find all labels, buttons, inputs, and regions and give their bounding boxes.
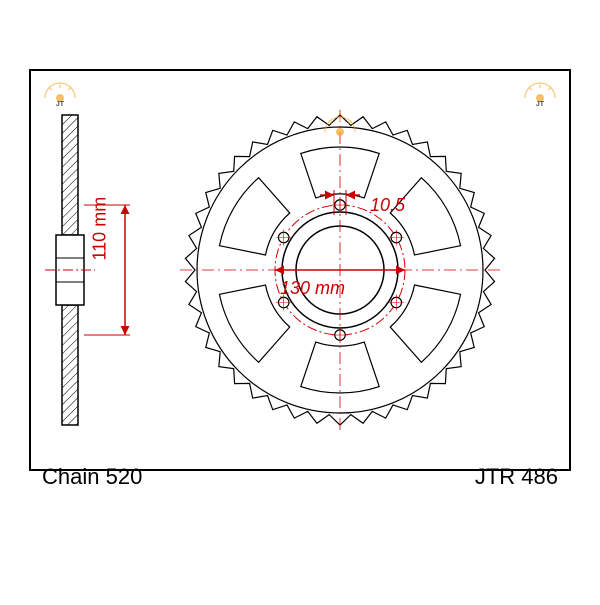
drawing-canvas: JT JT 110 mm 130 mm 10.5 Chain 520 JTR 4… xyxy=(0,0,600,600)
frame-overlay xyxy=(30,70,570,470)
